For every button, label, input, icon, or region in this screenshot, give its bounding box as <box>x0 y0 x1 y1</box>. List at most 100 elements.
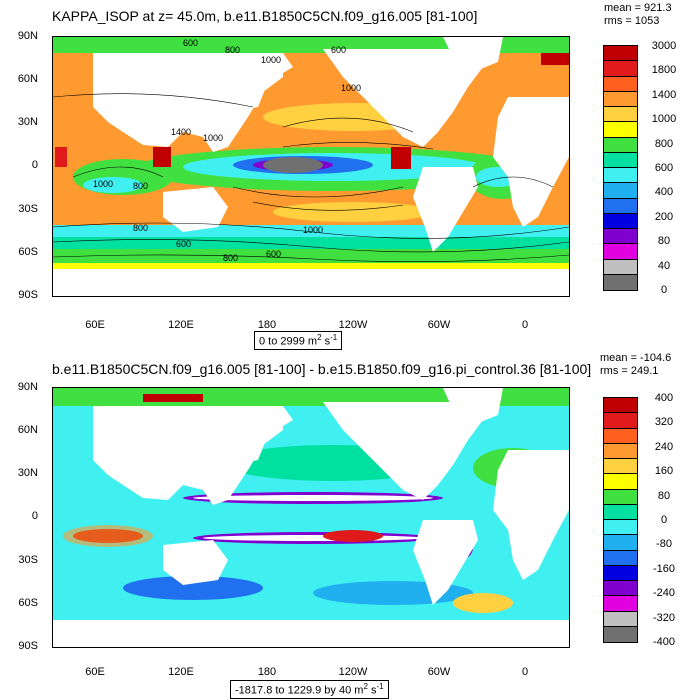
lon-label: 120E <box>168 666 194 678</box>
lat-label: 90S <box>18 640 38 652</box>
colorbar-label: 0 <box>660 284 668 296</box>
lat-label: 90S <box>18 289 38 301</box>
contour-label: 1000 <box>261 55 281 65</box>
lat-label: 60S <box>18 246 38 258</box>
panel2-mean: mean = -104.6 <box>600 352 672 364</box>
north-america-landmass <box>323 49 483 147</box>
contour-label: 1000 <box>203 133 223 143</box>
lat-label: 0 <box>31 510 38 522</box>
australia-landmass <box>163 540 228 585</box>
colorbar-label: 800 <box>654 137 674 150</box>
colorbar-box <box>604 550 637 566</box>
lat-label: 90N <box>17 30 38 42</box>
colorbar-label: 240 <box>654 440 674 453</box>
colorbar-label: -400 <box>652 636 676 648</box>
lat-label: 60S <box>18 597 38 609</box>
contour-label: 1000 <box>303 225 323 235</box>
colorbar-box <box>604 459 637 475</box>
colorbar-label: 200 <box>654 210 674 223</box>
lat-label: 30S <box>18 203 38 215</box>
arctic-red <box>143 394 203 402</box>
contour-label: 800 <box>225 45 240 55</box>
colorbar-box <box>604 274 637 290</box>
africa-landmass <box>493 450 569 580</box>
panel2-map-svg <box>53 388 569 647</box>
colorbar-label: -240 <box>652 587 676 600</box>
colorbar-box <box>604 122 637 138</box>
colorbar-box <box>604 443 637 459</box>
red-patch-2 <box>391 147 411 169</box>
lon-label: 180 <box>257 319 277 331</box>
lat-label: 60N <box>17 424 38 436</box>
eq-white <box>193 495 433 501</box>
greenland-landmass <box>443 37 503 72</box>
colorbar-box <box>604 565 637 581</box>
colorbar-box <box>604 581 637 597</box>
southern-band-2 <box>53 237 569 251</box>
colorbar-label: -320 <box>652 611 676 624</box>
panel1-title: KAPPA_ISOP at z= 45.0m, b.e11.B1850C5CN.… <box>52 8 478 24</box>
contour-label: 600 <box>183 38 198 48</box>
south-america-landmass <box>413 167 478 252</box>
lon-label: 0 <box>521 666 529 678</box>
colorbar-label: 400 <box>654 392 674 404</box>
colorbar-box <box>604 596 637 612</box>
contour-label: 1000 <box>93 179 113 189</box>
contour-label: 1000 <box>341 83 361 93</box>
lat-label: 0 <box>31 159 38 171</box>
east-asia-landmass <box>203 53 283 152</box>
colorbar-label: -160 <box>652 562 676 575</box>
colorbar-box <box>604 152 637 168</box>
panel2-rms: rms = 249.1 <box>600 365 659 377</box>
greenland-landmass <box>443 388 503 425</box>
colorbar-box <box>604 107 637 123</box>
colorbar-box <box>604 626 637 642</box>
colorbar-box <box>604 91 637 107</box>
colorbar-box <box>604 520 637 536</box>
north-america-landmass <box>323 402 483 500</box>
lat-label: 30N <box>17 116 38 128</box>
colorbar-box <box>604 137 637 153</box>
colorbar-box <box>604 489 637 505</box>
colorbar-label: 320 <box>654 416 674 429</box>
panel1-rms: rms = 1053 <box>604 15 660 27</box>
red-patch-3 <box>55 147 67 167</box>
colorbar-box <box>604 183 637 199</box>
colorbar-box <box>604 76 637 92</box>
southern-band-4 <box>53 263 569 269</box>
lon-label: 120E <box>168 319 194 331</box>
colorbar-label: -80 <box>656 538 672 551</box>
colorbar-label: 0 <box>660 514 668 526</box>
antarctica-landmass <box>53 269 569 296</box>
lon-label: 120W <box>338 666 368 678</box>
pac-red <box>323 530 383 542</box>
colorbar-label: 1800 <box>651 64 677 77</box>
lat-label: 60N <box>17 73 38 85</box>
panel2-title: b.e11.B1850C5CN.f09_g16.005 [81-100] - b… <box>52 361 592 377</box>
lon-label: 120W <box>338 319 368 331</box>
colorbar-label: 3000 <box>651 40 677 52</box>
contour-label: 800 <box>223 253 238 263</box>
lon-label: 60W <box>427 666 451 678</box>
indian-orange <box>63 525 153 547</box>
colorbar-label: 600 <box>654 162 674 174</box>
contour-label: 800 <box>133 223 148 233</box>
colorbar-box <box>604 229 637 245</box>
colorbar-box <box>604 168 637 184</box>
lon-label: 180 <box>257 666 277 678</box>
colorbar-box <box>604 413 637 429</box>
so-orange <box>453 593 513 613</box>
colorbar-box <box>604 46 637 62</box>
colorbar-box <box>604 428 637 444</box>
colorbar-box <box>604 474 637 490</box>
south-america-landmass <box>413 520 478 605</box>
colorbar-label: 80 <box>657 235 671 248</box>
colorbar-box <box>604 61 637 77</box>
panel1-mean: mean = 921.3 <box>604 2 672 14</box>
lon-label: 60E <box>85 666 105 678</box>
panel1-range-label: 0 to 2999 m2 s-1 <box>254 331 343 350</box>
contour-label: 800 <box>133 181 148 191</box>
spac-yellow <box>273 202 433 222</box>
panel1-map: 600 800 1000 600 1000 1400 1000 800 1000… <box>52 36 570 297</box>
africa-landmass <box>493 97 569 227</box>
